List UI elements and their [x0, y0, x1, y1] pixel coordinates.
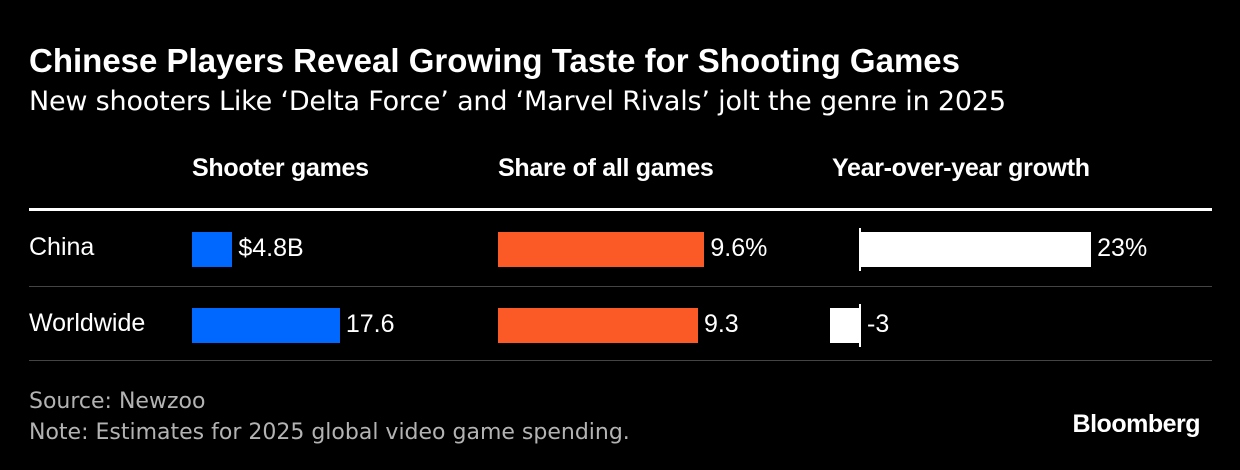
column-header-share: Share of all games — [498, 154, 714, 182]
zero-axis-line — [859, 304, 861, 347]
value-label: $4.8B — [238, 234, 304, 262]
bottom-rule — [29, 360, 1212, 361]
footnote: Note: Estimates for 2025 global video ga… — [29, 420, 630, 445]
row-divider — [29, 286, 1212, 287]
column-header-growth: Year-over-year growth — [832, 154, 1090, 182]
bloomberg-logo: Bloomberg — [1072, 410, 1201, 438]
column-header-shooter: Shooter games — [192, 154, 369, 182]
zero-axis-line — [859, 228, 861, 271]
bar-2-1 — [829, 308, 860, 343]
bar-0-1 — [192, 308, 340, 343]
chart-subtitle: New shooters Like ‘Delta Force’ and ‘Mar… — [29, 86, 1006, 117]
value-label: 23% — [1097, 234, 1148, 262]
value-label: 9.6% — [710, 234, 768, 262]
bar-1-0 — [498, 232, 705, 267]
bar-2-0 — [860, 232, 1092, 267]
row-label-china: China — [29, 233, 95, 261]
value-label: 9.3 — [703, 310, 739, 338]
row-label-worldwide: Worldwide — [29, 309, 146, 337]
value-label: 17.6 — [345, 310, 395, 338]
value-label: -3 — [867, 310, 890, 338]
bar-1-1 — [498, 308, 698, 343]
header-rule — [29, 208, 1212, 211]
chart-title: Chinese Players Reveal Growing Taste for… — [29, 42, 960, 79]
source-note: Source: Newzoo — [29, 389, 206, 414]
bar-0-0 — [192, 232, 233, 267]
